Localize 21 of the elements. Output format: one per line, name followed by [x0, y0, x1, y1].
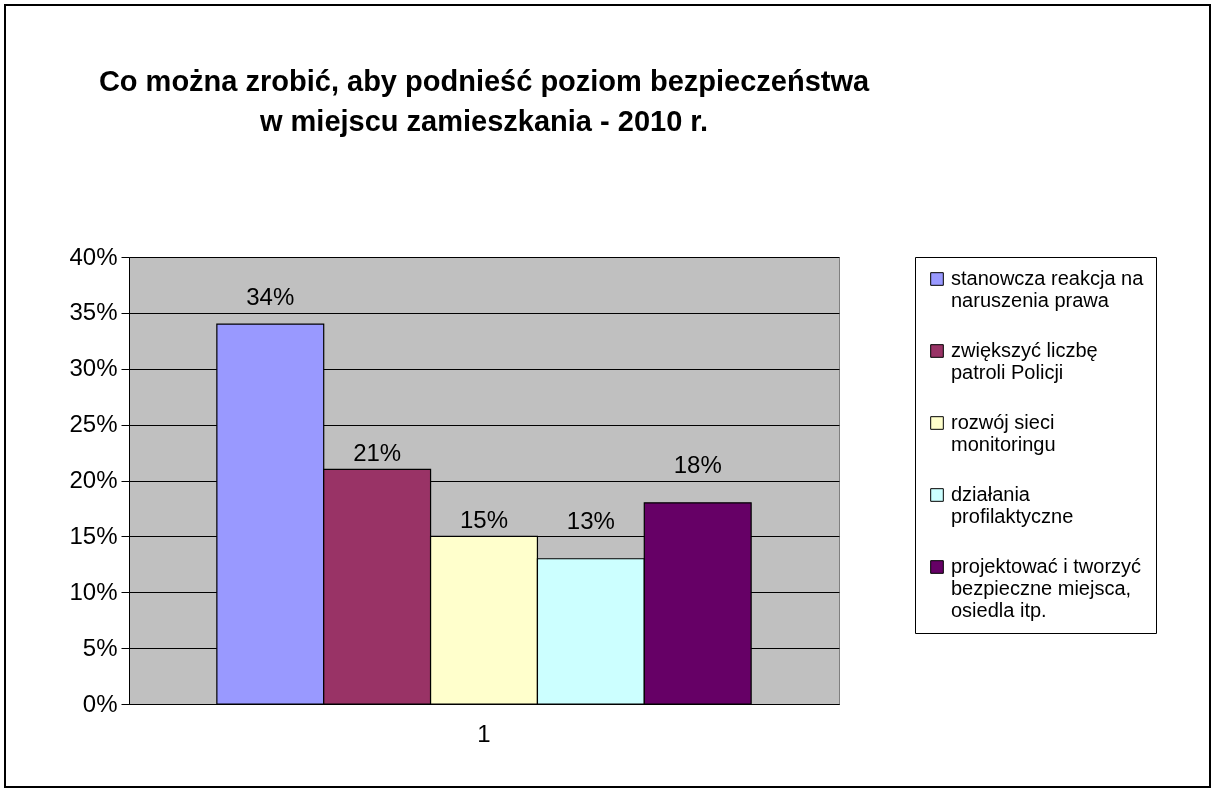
legend-label: stanowcza reakcja na naruszenia prawa — [951, 267, 1145, 311]
legend-label: zwiększyć liczbę patroli Policji — [951, 339, 1098, 383]
y-tick-label: 10% — [69, 577, 118, 605]
data-label: 18% — [673, 450, 722, 478]
data-label: 15% — [459, 506, 509, 534]
legend-label: rozwój sieci monitoringu — [951, 411, 1056, 455]
y-tick-label: 0% — [82, 689, 118, 717]
legend-label: działania profilaktyczne — [951, 483, 1074, 527]
y-tick-label: 5% — [82, 633, 118, 661]
data-label: 34% — [246, 283, 295, 311]
y-tick-label: 40% — [69, 242, 118, 270]
legend-label: projektować i tworzyć bezpieczne miejsca, osiedla itp. — [951, 555, 1142, 621]
x-tick-label: 1 — [477, 719, 491, 747]
y-tick-label: 30% — [69, 354, 118, 382]
chart-title: Co można zrobić, aby podnieść poziom bezpieczeństwa w miejscu zamieszkania - 2010 r. — [98, 65, 870, 137]
y-tick-label: 35% — [69, 298, 118, 326]
y-tick-label: 25% — [69, 410, 118, 438]
data-label: 21% — [353, 439, 402, 467]
y-tick-label: 20% — [69, 466, 118, 493]
data-label: 13% — [566, 506, 615, 534]
y-tick-label: 15% — [69, 521, 118, 549]
